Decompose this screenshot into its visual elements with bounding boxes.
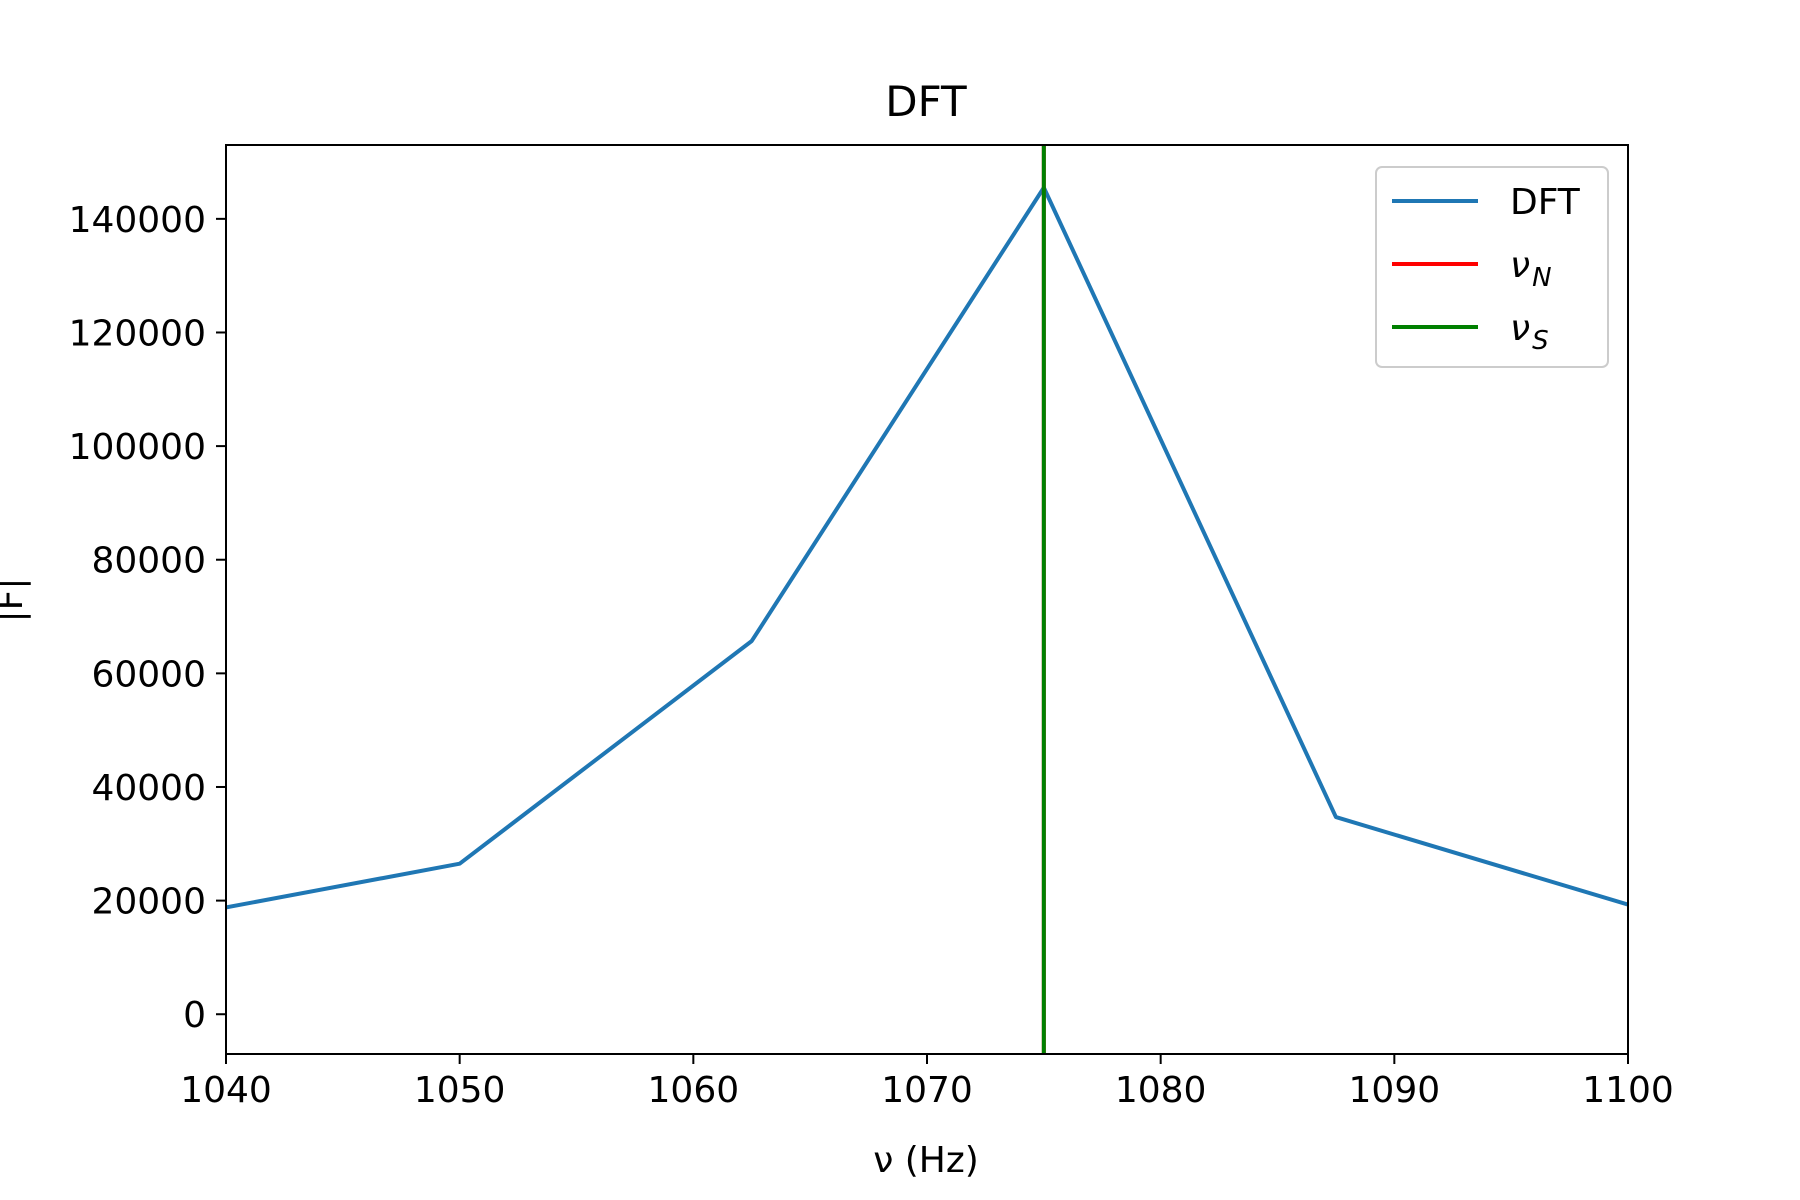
y-tick-label-60000: 60000 [91,654,206,695]
y-tick-label-0: 0 [183,995,206,1036]
plot-area [226,145,1628,1054]
chart-title: DFT [885,77,967,126]
x-tick-label-1050: 1050 [414,1070,506,1111]
x-axis-label: ν (Hz) [873,1140,979,1181]
y-tick-label-140000: 140000 [69,200,206,241]
x-tick-label-1100: 1100 [1582,1070,1674,1111]
x-tick-label-1040: 1040 [180,1070,272,1111]
legend-label-subscript-nu-n: N [1532,263,1551,293]
legend-box [1375,166,1609,368]
y-tick-label-40000: 40000 [91,768,206,809]
x-tick-label-1080: 1080 [1115,1070,1207,1111]
y-tick-label-120000: 120000 [69,313,206,354]
series-line-dft [226,185,1628,910]
x-tick-label-1060: 1060 [648,1070,740,1111]
y-tick-label-80000: 80000 [91,541,206,582]
axes: 1040 1050 1060 1070 1080 1090 1100 0 20000 40000 6… [69,144,1674,1111]
y-tick-label-20000: 20000 [91,882,206,923]
y-axis-label: |F| [0,578,31,623]
x-tick-label-1090: 1090 [1349,1070,1441,1111]
y-tick-label-100000: 100000 [69,427,206,468]
x-tick-label-1070: 1070 [881,1070,973,1111]
plot-marks [226,145,1628,1054]
legend-label-dft: DFT [1510,182,1581,223]
legend-label-subscript-nu-s: S [1532,326,1549,356]
